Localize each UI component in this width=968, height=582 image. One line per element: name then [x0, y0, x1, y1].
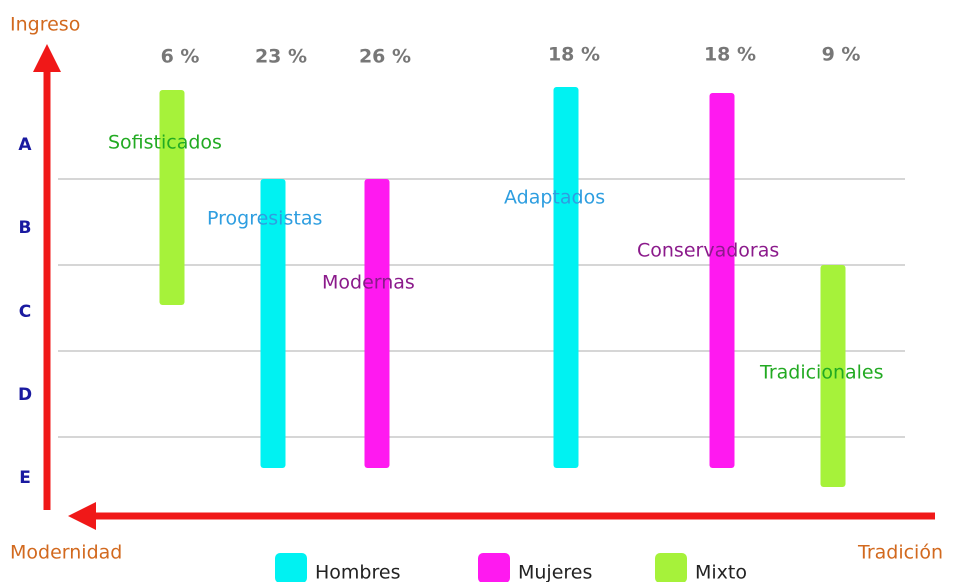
legend-label: Mixto — [695, 562, 747, 582]
segment-name: Conservadoras — [637, 240, 779, 262]
segment-name: Progresistas — [207, 208, 322, 230]
segment-share: 26 % — [359, 46, 411, 68]
level-label: B — [19, 218, 32, 238]
level-label: C — [19, 302, 31, 322]
segment-share: 23 % — [255, 46, 307, 68]
segment-name: Sofisticados — [108, 132, 222, 154]
y-axis-label: Ingreso — [10, 14, 80, 36]
segment-share: 9 % — [822, 44, 861, 66]
legend-swatch — [655, 553, 687, 582]
legend-label: Mujeres — [518, 562, 592, 582]
legend-swatch — [478, 553, 510, 582]
segment-name: Tradicionales — [759, 362, 884, 384]
x-left-label: Modernidad — [10, 542, 122, 564]
level-label: A — [18, 135, 32, 155]
segment-bar — [709, 93, 735, 468]
segment-bar — [364, 179, 390, 468]
x-right-label: Tradición — [857, 542, 943, 564]
segment-bar — [260, 179, 286, 468]
segment-share: 18 % — [548, 44, 600, 66]
segment-share: 6 % — [161, 46, 200, 68]
grid — [58, 178, 905, 438]
segment-share: 18 % — [704, 44, 756, 66]
legend-swatch — [275, 553, 307, 582]
segment-name: Modernas — [322, 272, 415, 294]
level-label: D — [18, 385, 32, 405]
segment-bar — [159, 90, 185, 305]
segment-name: Adaptados — [504, 187, 605, 209]
segment-bar — [553, 87, 579, 468]
segment-bar — [820, 265, 846, 487]
legend-label: Hombres — [315, 562, 400, 582]
level-label: E — [19, 468, 31, 488]
